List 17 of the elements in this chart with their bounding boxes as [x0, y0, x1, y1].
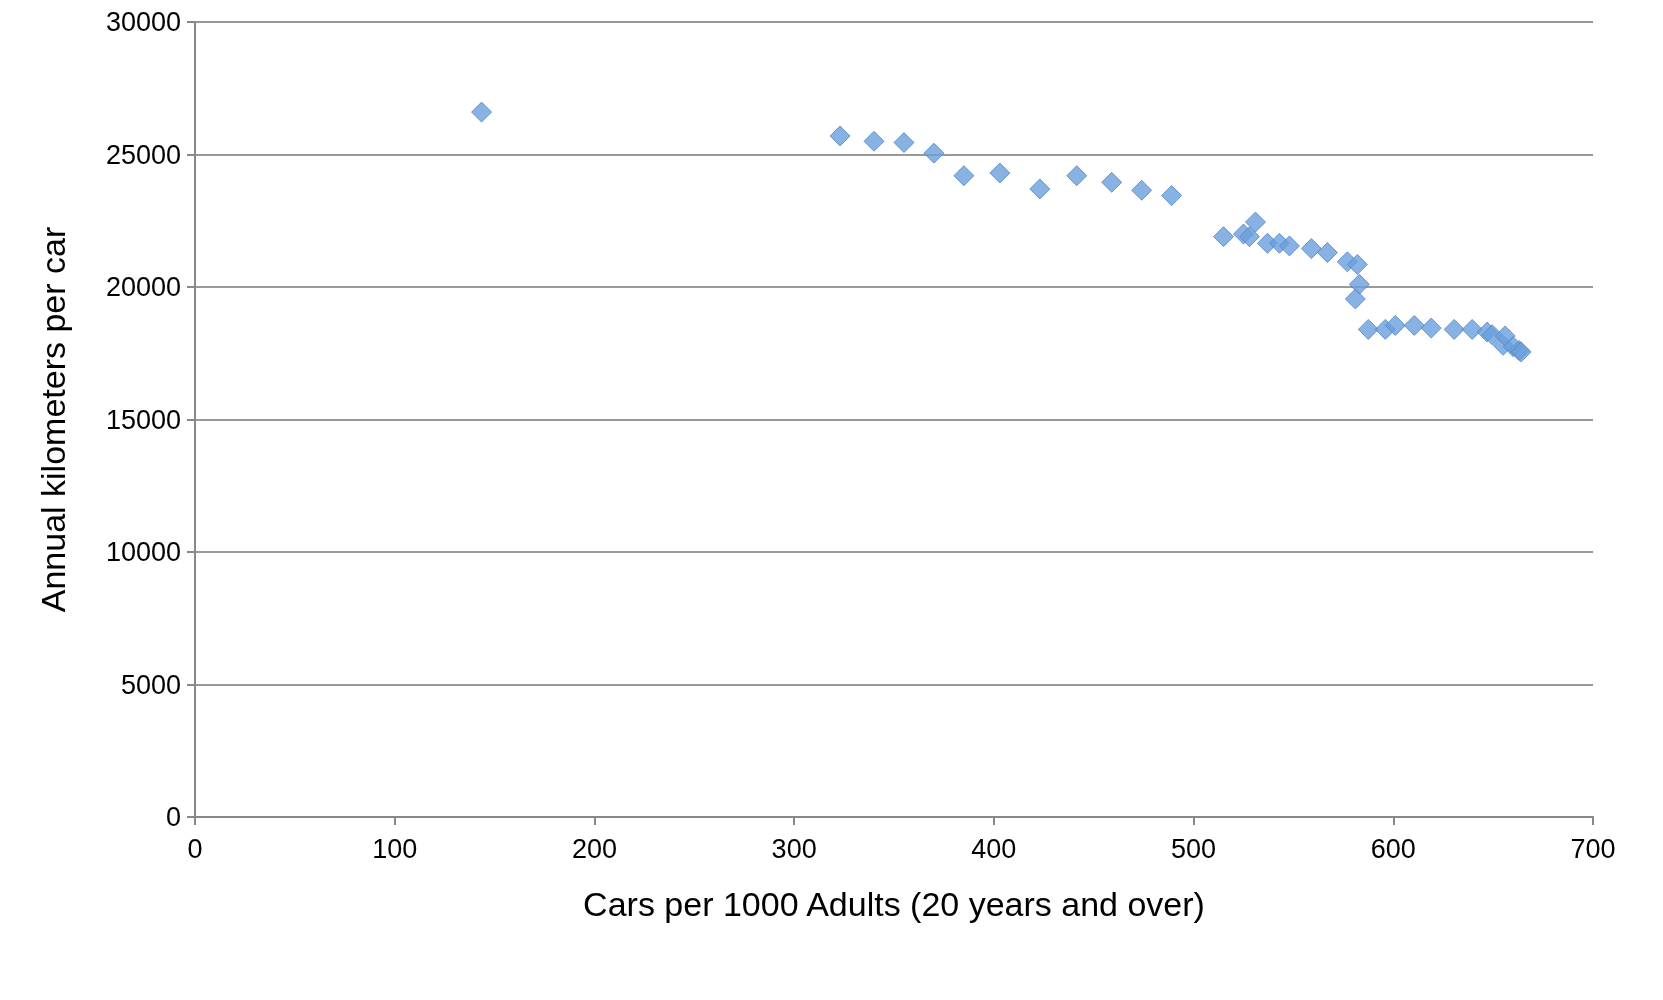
x-axis-title: Cars per 1000 Adults (20 years and over): [583, 885, 1205, 923]
y-tick-label: 15000: [105, 404, 181, 435]
x-tick-label: 100: [372, 833, 418, 864]
y-tick-label: 5000: [120, 669, 181, 700]
x-tick-label: 700: [1570, 833, 1616, 864]
y-tick-label: 20000: [105, 272, 181, 302]
y-tick-label: 10000: [105, 537, 181, 567]
y-tick-label: 0: [165, 802, 181, 832]
x-tick-label: 500: [1171, 833, 1217, 864]
y-tick-label: 30000: [105, 7, 181, 37]
x-tick-label: 0: [187, 833, 203, 864]
y-tick-label: 25000: [105, 139, 181, 170]
x-tick-label: 600: [1370, 833, 1416, 864]
x-tick-label: 300: [771, 833, 817, 864]
x-tick-label: 200: [571, 833, 617, 864]
y-axis-title: Annual kilometers per car: [34, 226, 72, 613]
x-tick-label: 400: [971, 833, 1017, 864]
